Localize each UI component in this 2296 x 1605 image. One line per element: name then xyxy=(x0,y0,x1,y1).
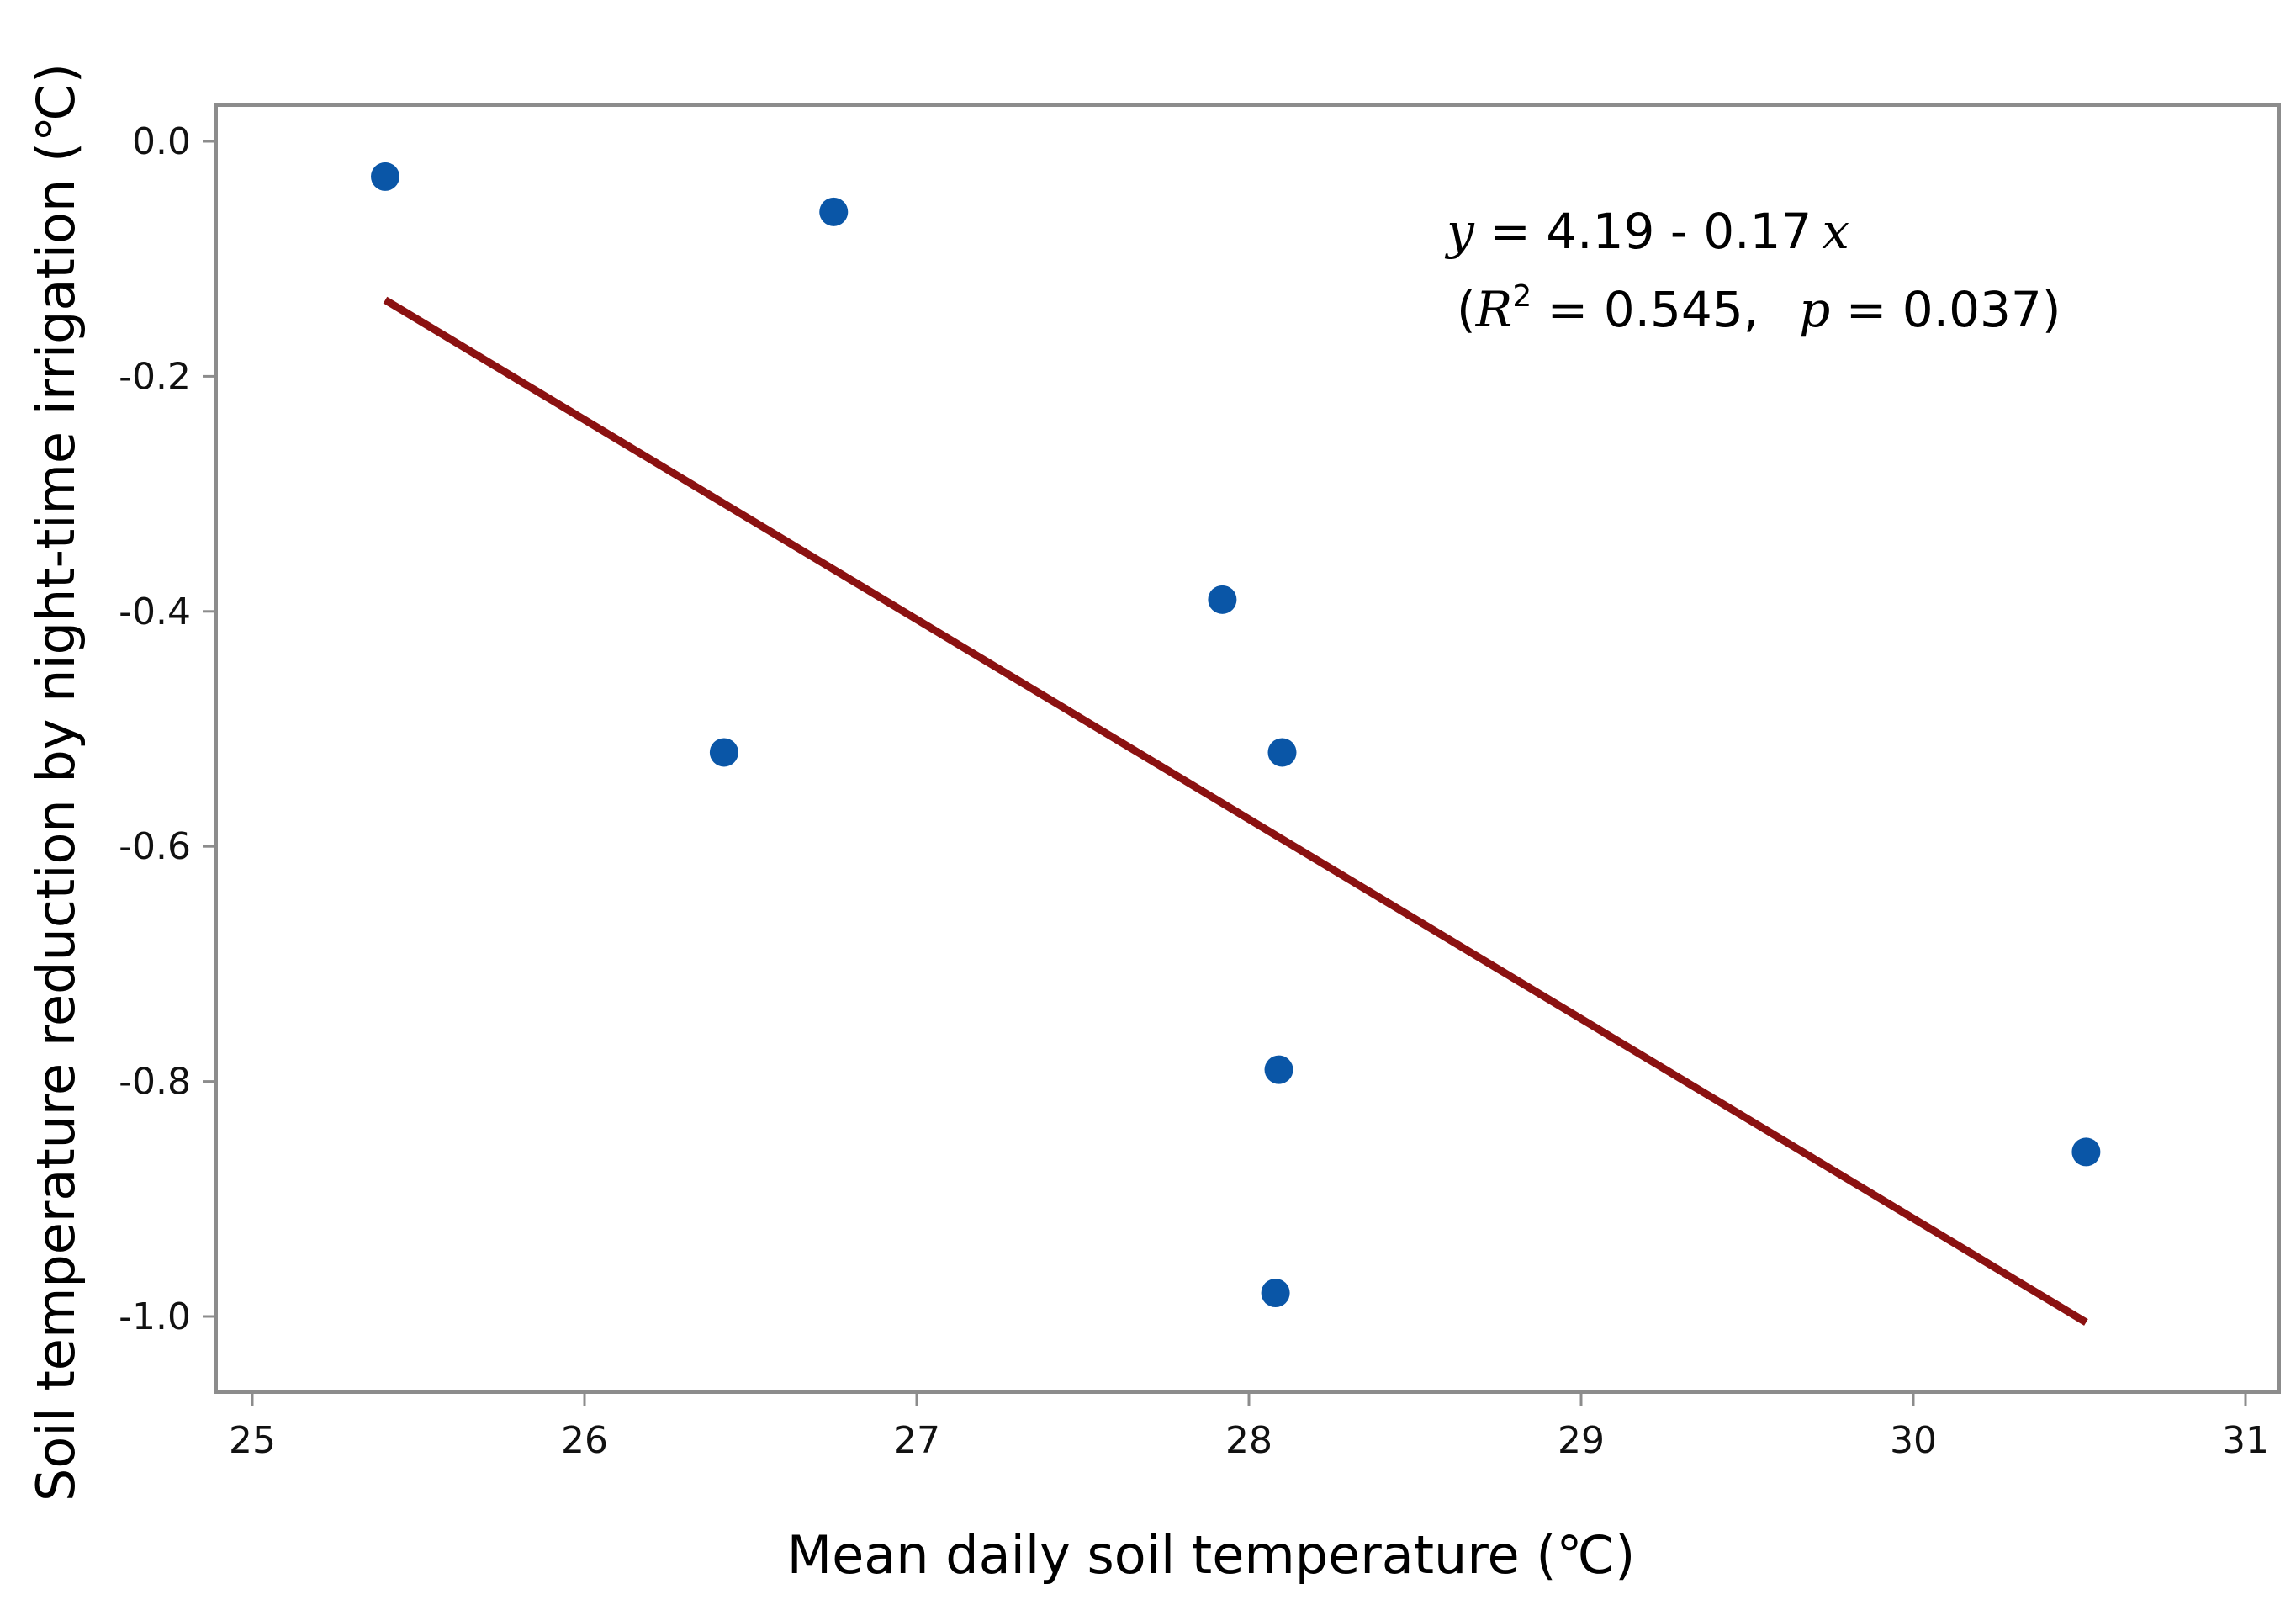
data-point xyxy=(1267,738,1297,767)
regression-layer xyxy=(383,296,2088,1326)
stats-r-sup: 2 xyxy=(1512,279,1532,314)
stats-r2-value: = 0.545, xyxy=(1532,281,1759,338)
y-tick-label: -0.8 xyxy=(119,1061,191,1104)
eq-x-var: x xyxy=(1822,203,1849,260)
data-point xyxy=(819,197,849,226)
regression-equation: y = 4.19 - 0.17 x xyxy=(1444,203,1849,260)
data-point xyxy=(1261,1279,1290,1308)
x-tick-label: 30 xyxy=(1890,1419,1937,1462)
y-tick-label: -0.4 xyxy=(119,591,191,633)
x-axis-title: Mean daily soil temperature (℃) xyxy=(787,1524,1636,1586)
stats-p-var: p xyxy=(1799,281,1830,338)
stats-open-paren: ( xyxy=(1457,281,1476,338)
x-tick-label: 25 xyxy=(229,1419,276,1462)
x-tick-label: 29 xyxy=(1558,1419,1605,1462)
x-tick-label: 26 xyxy=(561,1419,608,1462)
data-point xyxy=(709,738,738,767)
points-layer xyxy=(371,162,2101,1308)
eq-body: = 4.19 - 0.17 xyxy=(1474,203,1812,260)
y-tick-label: -0.6 xyxy=(119,825,191,868)
y-tick-label: -1.0 xyxy=(119,1295,191,1338)
y-axis: 0.0 -0.2 -0.4 -0.6 -0.8 -1.0 xyxy=(119,120,216,1338)
x-tick-label: 27 xyxy=(893,1419,940,1462)
regression-line xyxy=(383,296,2088,1326)
data-point xyxy=(2071,1137,2101,1167)
y-tick-label: -0.2 xyxy=(119,355,191,398)
x-tick-label: 28 xyxy=(1225,1419,1272,1462)
x-axis: 25 26 27 28 29 30 31 xyxy=(229,1392,2269,1462)
data-point xyxy=(371,162,399,191)
y-tick-label: 0.0 xyxy=(132,120,191,163)
stats-p-value: = 0.037) xyxy=(1830,281,2061,338)
regression-stats: (R2 = 0.545, p = 0.037) xyxy=(1457,279,2061,338)
stats-r-var: R xyxy=(1475,281,1513,338)
x-tick-label: 31 xyxy=(2222,1419,2269,1462)
data-point xyxy=(1264,1055,1293,1084)
data-point xyxy=(1208,585,1237,614)
y-axis-title: Soil temperature reduction by night-time… xyxy=(25,63,87,1502)
eq-y-var: y xyxy=(1444,203,1475,260)
